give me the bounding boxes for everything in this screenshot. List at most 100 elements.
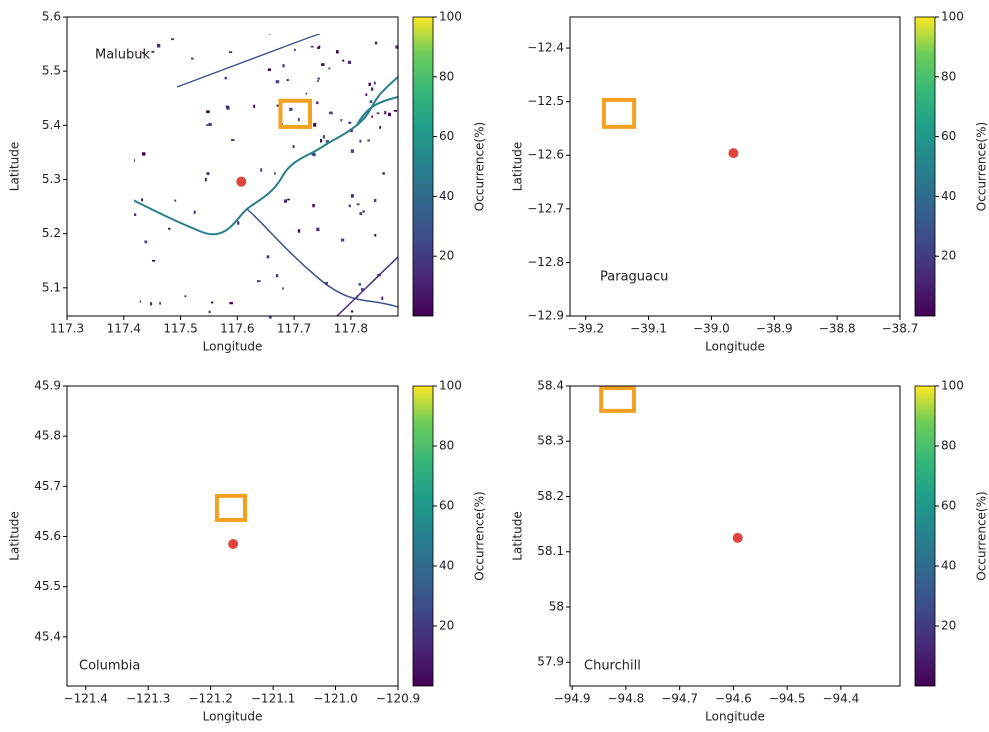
- water-speck: [853, 106, 857, 109]
- x-tick-label: −121.1: [251, 692, 295, 706]
- water-speck: [843, 505, 846, 508]
- water-speck: [868, 127, 870, 130]
- water-speck: [768, 647, 770, 651]
- water-speck: [881, 663, 885, 666]
- water-speck: [848, 617, 852, 621]
- water-speck: [357, 547, 359, 550]
- water-speck: [230, 139, 235, 141]
- water-speck: [879, 479, 883, 481]
- water-speck: [813, 434, 817, 436]
- water-speck: [307, 398, 310, 400]
- water-speck: [791, 453, 795, 455]
- water-speck: [890, 598, 893, 601]
- water-speck: [707, 579, 710, 582]
- water-speck: [851, 662, 854, 664]
- water-speck: [743, 426, 747, 428]
- water-speck: [628, 544, 631, 546]
- water-speck: [665, 539, 669, 543]
- water-speck: [580, 425, 583, 427]
- water-speck: [729, 516, 733, 518]
- water-speck: [669, 547, 672, 549]
- water-speck: [744, 272, 746, 275]
- water-speck: [885, 446, 887, 449]
- water-speck: [266, 255, 270, 259]
- water-speck: [742, 159, 745, 161]
- water-speck: [609, 198, 612, 200]
- water-speck: [591, 463, 595, 465]
- water-speck: [771, 510, 773, 512]
- water-speck: [276, 274, 279, 278]
- water-speck: [680, 607, 682, 610]
- study-box: [278, 98, 312, 129]
- water-speck: [847, 640, 849, 643]
- water-speck: [719, 489, 723, 492]
- water-speck: [792, 659, 794, 661]
- water-speck: [752, 556, 756, 559]
- water-speck: [896, 77, 899, 79]
- water-speck: [578, 533, 582, 536]
- water-speck: [750, 496, 754, 499]
- water-speck: [875, 598, 878, 601]
- water-speck: [888, 51, 890, 54]
- water-speck: [705, 470, 708, 473]
- water-speck: [633, 578, 636, 580]
- water-speck: [732, 503, 735, 506]
- water-speck: [373, 198, 377, 202]
- water-speck: [811, 441, 815, 445]
- water-speck: [892, 417, 896, 420]
- water-speck: [694, 514, 697, 516]
- water-speck: [883, 424, 885, 428]
- water-speck: [708, 633, 710, 637]
- water-speck: [320, 409, 322, 411]
- water-speck: [594, 459, 597, 462]
- water-speck: [893, 587, 895, 589]
- water-speck: [690, 579, 693, 582]
- water-speck: [845, 576, 849, 580]
- water-speck: [648, 470, 651, 472]
- water-speck: [608, 611, 611, 613]
- water-speck: [602, 463, 605, 466]
- water-speck: [88, 397, 90, 400]
- water-speck: [657, 41, 661, 44]
- water-speck: [778, 666, 782, 669]
- water-speck: [306, 552, 309, 554]
- water-speck: [830, 575, 833, 577]
- water-speck: [585, 585, 589, 589]
- water-speck: [384, 110, 387, 115]
- water-speck: [845, 466, 848, 468]
- water-speck: [685, 648, 689, 651]
- water-speck: [674, 589, 677, 591]
- water-speck: [776, 490, 779, 492]
- water-speck: [603, 503, 606, 505]
- water-speck: [625, 434, 627, 436]
- water-speck: [811, 506, 814, 508]
- water-speck: [893, 466, 897, 468]
- water-speck: [843, 466, 846, 468]
- water-speck: [627, 622, 630, 624]
- water-speck: [795, 402, 798, 405]
- water-speck: [804, 502, 807, 505]
- water-speck: [813, 505, 815, 507]
- water-speck: [862, 464, 864, 467]
- x-tick-label: 117.8: [334, 322, 368, 336]
- water-speck: [764, 403, 767, 405]
- water-speck: [592, 197, 595, 199]
- water-speck: [651, 578, 654, 582]
- water-speck: [829, 478, 832, 482]
- water-speck: [792, 482, 794, 485]
- water-speck: [828, 638, 830, 641]
- water-speck: [896, 506, 900, 510]
- water-speck: [817, 386, 821, 389]
- water-speck: [583, 444, 586, 447]
- water-speck: [668, 459, 671, 463]
- water-speck: [686, 391, 689, 394]
- water-speck: [778, 78, 780, 80]
- water-speck: [601, 496, 605, 498]
- water-speck: [652, 585, 654, 589]
- water-speck: [177, 484, 180, 487]
- water-speck: [738, 636, 742, 638]
- water-speck: [648, 540, 652, 542]
- water-speck: [605, 441, 609, 443]
- water-speck: [755, 413, 759, 415]
- water-speck: [858, 264, 862, 266]
